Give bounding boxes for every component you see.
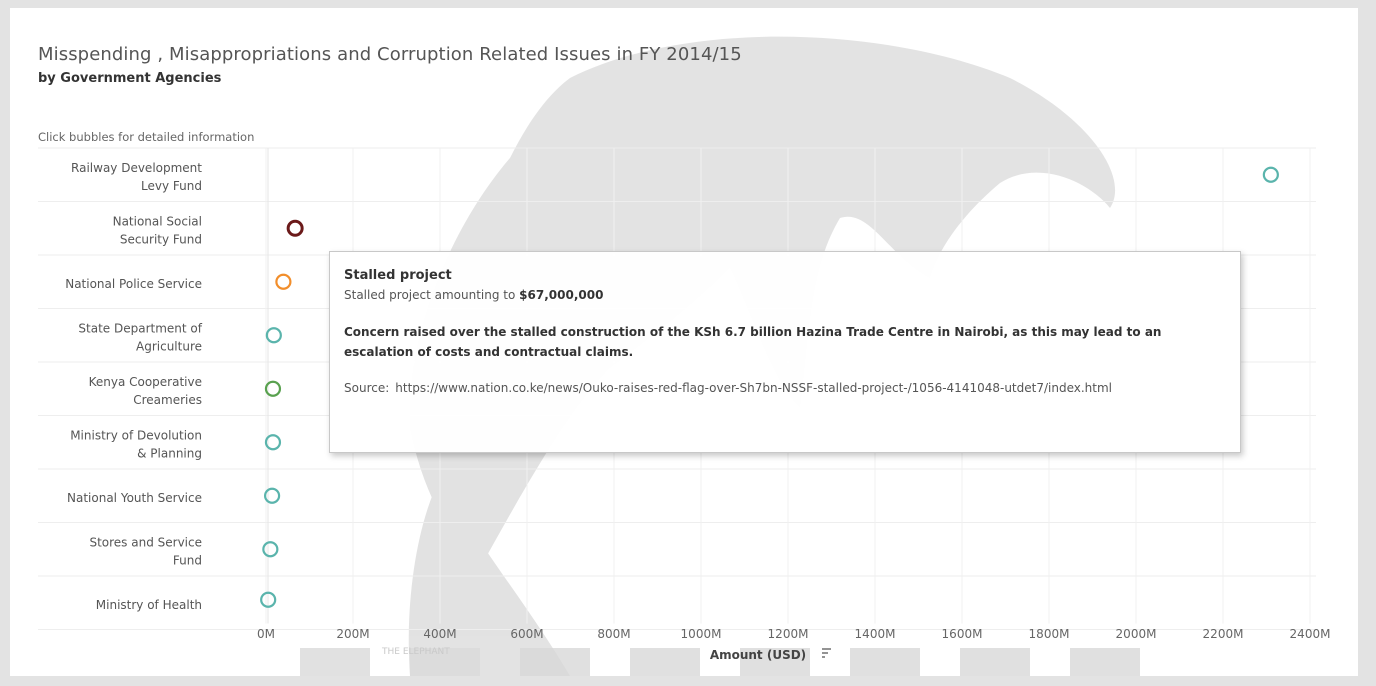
bubble-chart: 0M 200M 400M 600M 800M 1000M 1200M 1400M 1600M 18…	[38, 147, 1331, 662]
category-label: Levy Fund	[141, 179, 202, 193]
category-label: National Youth Service	[67, 491, 202, 505]
category-label: & Planning	[137, 446, 202, 460]
tooltip-source-url[interactable]: https://www.nation.co.ke/news/Ouko-raise…	[395, 381, 1112, 395]
data-bubble[interactable]	[264, 434, 282, 451]
x-tick-label: 1600M	[942, 627, 983, 641]
x-tick-label: 1000M	[681, 627, 722, 641]
category-label: Kenya Cooperative	[89, 375, 202, 389]
tooltip-source-label: Source:	[344, 381, 390, 395]
category-label: Fund	[173, 553, 202, 567]
category-label: Ministry of Health	[96, 598, 202, 612]
data-bubble[interactable]	[275, 273, 292, 290]
instruction-text: Click bubbles for detailed information	[38, 130, 255, 144]
x-tick-label: 0M	[257, 627, 275, 641]
dashboard-frame: THE ELEPHANT Misspending , Misappropriat…	[10, 8, 1358, 676]
x-tick-label: 2400M	[1290, 627, 1331, 641]
watermark-text: THE ELEPHANT	[381, 647, 450, 657]
x-tick-label: 800M	[597, 627, 630, 641]
x-tick-label: 1800M	[1029, 627, 1070, 641]
x-tick-label: 600M	[510, 627, 543, 641]
category-label: Agriculture	[136, 339, 202, 353]
data-bubble[interactable]	[262, 541, 279, 558]
tooltip-description: Concern raised over the stalled construc…	[344, 325, 1162, 359]
tooltip-amount-prefix: Stalled project amounting to	[344, 288, 520, 302]
tooltip-amount-line: Stalled project amounting to $67,000,000	[344, 288, 1226, 302]
category-label: Creameries	[133, 393, 202, 407]
x-tick-label: 2000M	[1116, 627, 1157, 641]
x-tick-label: 2200M	[1203, 627, 1244, 641]
data-bubble[interactable]	[265, 327, 282, 344]
data-bubble[interactable]	[260, 591, 277, 608]
x-tick-label: 200M	[336, 627, 369, 641]
category-label: Security Fund	[120, 232, 202, 246]
tooltip-title: Stalled project	[344, 268, 452, 283]
tooltip-source: Source: https://www.nation.co.ke/news/Ou…	[344, 379, 1226, 397]
x-tick-label: 1200M	[768, 627, 809, 641]
data-bubble[interactable]	[263, 487, 281, 504]
category-label: National Police Service	[65, 277, 202, 291]
data-bubble[interactable]	[286, 219, 304, 237]
data-bubble[interactable]	[264, 380, 282, 397]
category-label: State Department of	[78, 321, 202, 335]
category-label: Stores and Service	[89, 535, 202, 549]
chart-title: Misspending , Misappropriations and Corr…	[38, 44, 742, 65]
x-tick-label: 400M	[423, 627, 456, 641]
chart-subtitle: by Government Agencies	[38, 71, 222, 86]
data-bubble[interactable]	[1262, 166, 1279, 183]
tooltip-amount: $67,000,000	[519, 288, 604, 302]
tooltip: Stalled project Stalled project amountin…	[329, 251, 1241, 453]
x-tick-label: 1400M	[855, 627, 896, 641]
category-label: Ministry of Devolution	[70, 428, 202, 442]
category-label: National Social	[113, 214, 202, 228]
x-axis-title: Amount (USD)	[710, 648, 806, 662]
category-label: Railway Development	[71, 161, 202, 175]
